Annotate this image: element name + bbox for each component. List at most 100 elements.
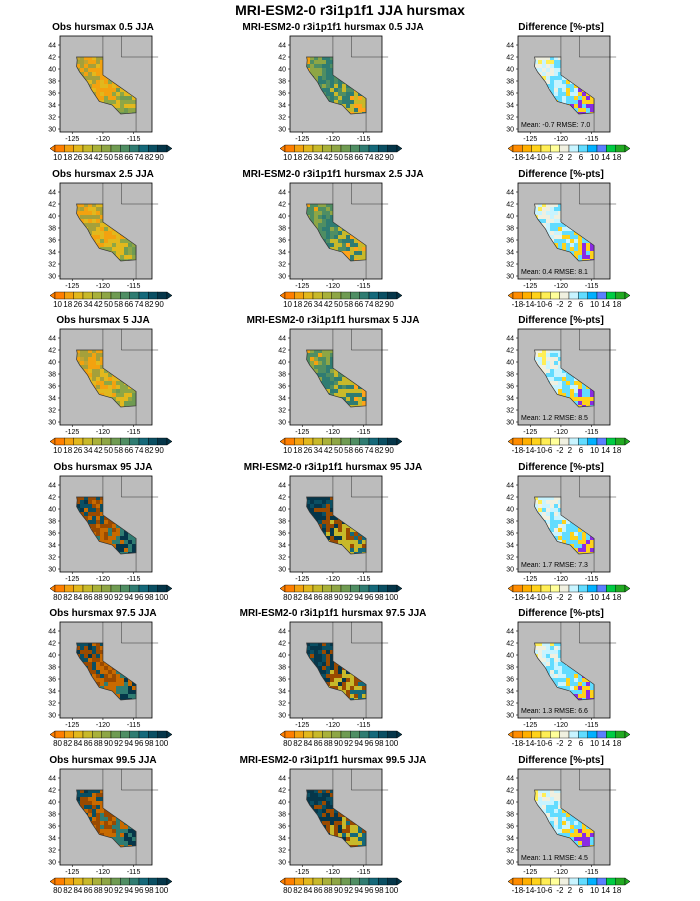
colorbar-segment — [578, 731, 587, 738]
colorbar-tick-label: -6 — [545, 593, 552, 602]
colorbar-tick-label: -2 — [556, 886, 563, 895]
colorbar-segment — [350, 438, 359, 445]
lat-tick-label: 30 — [48, 273, 56, 280]
colorbar-segment — [350, 585, 359, 592]
colorbar-segment — [285, 438, 294, 445]
colorbar-segment — [332, 731, 341, 738]
colorbar-segment — [285, 878, 294, 885]
colorbar-tick-label: 80 — [283, 593, 292, 602]
colorbar-segment — [74, 731, 83, 738]
colorbar-segment — [64, 878, 73, 885]
colorbar-tick-label: 90 — [334, 886, 343, 895]
lat-tick-label: 42 — [506, 201, 514, 208]
colorbar-tick-label: 82 — [375, 153, 384, 162]
colorbar-tick-label: 42 — [324, 446, 333, 455]
colorbar-segment — [560, 292, 569, 299]
lon-tick-label: -120 — [326, 136, 340, 143]
lat-tick-label: 42 — [278, 201, 286, 208]
colorbar-segment — [332, 878, 341, 885]
lat-tick-label: 44 — [48, 775, 56, 782]
lat-tick-label: 44 — [48, 43, 56, 50]
lat-tick-label: 32 — [48, 408, 56, 415]
colorbar-segment — [532, 585, 541, 592]
colorbar-tick-label: 50 — [334, 153, 343, 162]
colorbar-tick-label: 58 — [344, 300, 353, 309]
colorbar-segment — [541, 145, 550, 152]
colorbar-tick-label: 18 — [63, 446, 72, 455]
colorbar-segment — [616, 292, 625, 299]
colorbar-segment — [578, 438, 587, 445]
colorbar-tick-label: 80 — [283, 886, 292, 895]
colorbar-tick-label: 2 — [568, 446, 572, 455]
colorbar-tick-label: 82 — [375, 446, 384, 455]
colorbar — [508, 877, 630, 886]
colorbar-tick-label: 94 — [124, 593, 133, 602]
lat-tick-label: 42 — [506, 641, 514, 648]
colorbar-tick-label: 50 — [104, 153, 113, 162]
colorbar-segment — [597, 731, 606, 738]
colorbar-segment — [294, 292, 303, 299]
colorbar-segment — [64, 438, 73, 445]
colorbar-tick-label: 18 — [612, 300, 621, 309]
colorbar-tick-label: 18 — [63, 153, 72, 162]
lat-tick-label: 36 — [48, 91, 56, 98]
colorbar-tick-label: -2 — [556, 153, 563, 162]
colorbar-tick-label: 10 — [53, 300, 62, 309]
colorbar-segment — [360, 878, 369, 885]
colorbar-segment — [550, 731, 559, 738]
colorbar-tick-label: 10 — [53, 153, 62, 162]
colorbar-tick-label: 94 — [354, 593, 363, 602]
stats-text: Mean: -0.7 RMSE: 7.0 — [521, 122, 590, 129]
colorbar-tick-label: 84 — [303, 886, 312, 895]
colorbar-tick-label: 82 — [293, 739, 302, 748]
lat-tick-label: 32 — [48, 554, 56, 561]
colorbar-segment — [83, 731, 92, 738]
lat-tick-label: 40 — [48, 360, 56, 367]
lat-tick-label: 30 — [506, 127, 514, 134]
colorbar-tick-label: 92 — [344, 593, 353, 602]
colorbar-tick-label: 26 — [303, 300, 312, 309]
colorbar-segment — [560, 438, 569, 445]
colorbar-segment — [616, 878, 625, 885]
colorbar-tick-label: 2 — [568, 593, 572, 602]
colorbar-tick-label: 42 — [94, 300, 103, 309]
colorbar-segment — [541, 878, 550, 885]
colorbar-segment — [111, 292, 120, 299]
lon-tick-label: -125 — [523, 283, 537, 290]
stats-text: Mean: 1.2 RMSE: 8.5 — [521, 415, 588, 422]
lon-tick-label: -115 — [127, 136, 141, 143]
colorbar-tick-label: 18 — [612, 446, 621, 455]
colorbar-tick-label: -18 — [512, 300, 524, 309]
lon-tick-label: -120 — [96, 429, 110, 436]
lat-tick-label: 40 — [278, 653, 286, 660]
colorbar-segment — [578, 292, 587, 299]
lat-tick-label: 38 — [48, 518, 56, 525]
colorbar-tick-label: 26 — [303, 446, 312, 455]
stats-text: Mean: 1.3 RMSE: 6.6 — [521, 708, 588, 715]
colorbar-tick-label: 90 — [385, 300, 394, 309]
colorbar-segment — [369, 292, 378, 299]
colorbar-segment — [158, 438, 167, 445]
colorbar-segment — [102, 292, 111, 299]
lat-tick-label: 40 — [278, 67, 286, 74]
colorbar-segment — [83, 438, 92, 445]
lon-tick-label: -120 — [554, 283, 568, 290]
colorbar-segment — [130, 292, 139, 299]
colorbar-segment — [285, 585, 294, 592]
lon-tick-label: -120 — [326, 722, 340, 729]
colorbar-segment — [513, 145, 522, 152]
colorbar-segment — [560, 585, 569, 592]
colorbar-tick-label: 42 — [94, 153, 103, 162]
colorbar-tick-label: -14 — [523, 446, 535, 455]
colorbar-tick-label: 58 — [114, 446, 123, 455]
lon-tick-label: -120 — [326, 429, 340, 436]
colorbar-segment — [130, 731, 139, 738]
colorbar-tick-label: 84 — [303, 593, 312, 602]
colorbar-segment — [369, 731, 378, 738]
lon-tick-label: -125 — [523, 429, 537, 436]
colorbar-tick-label: 98 — [375, 593, 384, 602]
colorbar-segment — [569, 878, 578, 885]
lat-tick-label: 44 — [506, 336, 514, 343]
